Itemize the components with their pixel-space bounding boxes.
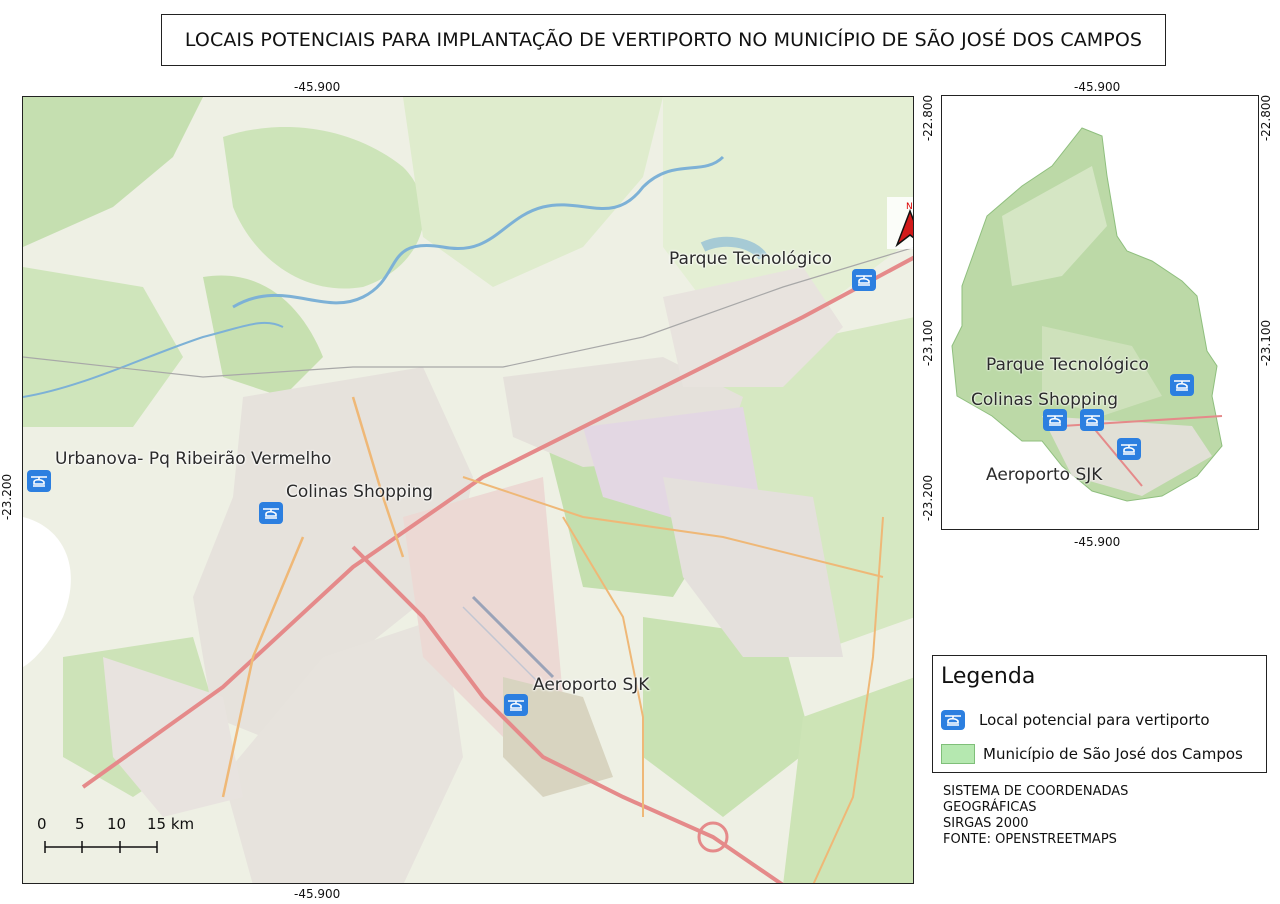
helicopter-icon[interactable]: [852, 269, 876, 291]
helicopter-icon[interactable]: [1170, 374, 1194, 396]
inset-left-lat-mid: -23.100: [921, 319, 936, 367]
north-arrow: N: [887, 197, 913, 249]
label-colinas-shopping: Colinas Shopping: [286, 482, 434, 502]
helicopter-icon: [941, 710, 965, 730]
inset-label-aeroporto: Aeroporto SJK: [986, 465, 1103, 485]
municipality-swatch: [941, 744, 975, 764]
main-left-lat: -23.200: [0, 473, 15, 521]
label-urbanova: Urbanova- Pq Ribeirão Vermelho: [55, 449, 332, 469]
main-top-lon: -45.900: [294, 80, 341, 94]
helicopter-icon[interactable]: [1043, 409, 1067, 431]
inset-map[interactable]: Parque Tecnológico Colinas Shopping Aero…: [941, 95, 1259, 530]
scale-bar-line: [44, 841, 158, 853]
helicopter-icon[interactable]: [1080, 409, 1104, 431]
helicopter-icon[interactable]: [259, 502, 283, 524]
inset-label-parque: Parque Tecnológico: [986, 355, 1149, 375]
legend-label-vertiporto: Local potencial para vertiporto: [979, 711, 1210, 729]
helicopter-icon[interactable]: [27, 470, 51, 492]
label-aeroporto-sjk: Aeroporto SJK: [533, 675, 650, 695]
legend-item-municipio: Município de São José dos Campos: [941, 744, 1243, 764]
main-bottom-lon: -45.900: [294, 887, 341, 901]
legend-title: Legenda: [941, 664, 1036, 689]
inset-label-colinas: Colinas Shopping: [971, 390, 1119, 410]
scale-tick-5: 5: [75, 815, 85, 833]
helicopter-icon[interactable]: [504, 694, 528, 716]
inset-left-lat-bottom: -23.200: [921, 474, 936, 522]
crs-info: SISTEMA DE COORDENADAS GEOGRÁFICAS SIRGA…: [943, 784, 1128, 848]
scale-tick-10: 10: [107, 815, 127, 833]
inset-municipality-shape: [951, 127, 1223, 502]
north-letter: N: [906, 202, 913, 212]
map-title-text: LOCAIS POTENCIAIS PARA IMPLANTAÇÃO DE VE…: [184, 29, 1143, 51]
helicopter-icon[interactable]: [1117, 438, 1141, 460]
inset-right-lat-top: -22.800: [1259, 94, 1274, 142]
crs-line: SIRGAS 2000: [943, 816, 1029, 831]
north-arrow-icon: N: [895, 202, 913, 248]
scale-tick-15: 15 km: [147, 815, 195, 833]
inset-bottom-lon: -45.900: [1074, 535, 1121, 549]
inset-left-lat-top: -22.800: [921, 94, 936, 142]
legend-item-vertiporto: Local potencial para vertiporto: [941, 710, 1210, 730]
legend: Legenda Local potencial para vertiporto …: [932, 655, 1267, 773]
label-parque-tecnologico: Parque Tecnológico: [669, 249, 832, 269]
map-title: LOCAIS POTENCIAIS PARA IMPLANTAÇÃO DE VE…: [161, 14, 1166, 66]
crs-line: GEOGRÁFICAS: [943, 800, 1037, 815]
scale-tick-0: 0: [37, 815, 47, 833]
crs-line: FONTE: OPENSTREETMAPS: [943, 832, 1117, 847]
crs-line: SISTEMA DE COORDENADAS: [943, 784, 1129, 799]
main-map-basemap: [23, 97, 913, 883]
inset-right-lat-mid: -23.100: [1259, 319, 1274, 367]
legend-label-municipio: Município de São José dos Campos: [983, 745, 1243, 763]
main-map[interactable]: N Parque Tecnológico Urbanova- Pq Ribeir…: [22, 96, 914, 884]
inset-top-lon: -45.900: [1074, 80, 1121, 94]
